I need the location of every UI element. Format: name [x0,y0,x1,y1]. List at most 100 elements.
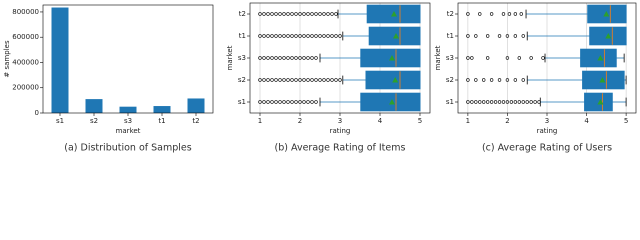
outlier [286,56,290,60]
y-axis-label: # samples [3,40,11,78]
outlier [290,34,294,38]
bar [51,7,69,114]
y-tick-label: t1 [447,32,454,40]
outlier [513,78,518,82]
outlier [258,56,262,60]
outlier [318,78,322,82]
outlier [270,34,274,38]
mean-marker [599,77,606,83]
mean-marker [392,77,399,83]
outlier [282,34,286,38]
outlier [519,12,523,16]
outlier [322,34,326,38]
y-tick-label: 600000 [12,33,39,41]
outlier [505,100,510,104]
outlier [302,100,306,104]
y-tick-label: s3 [238,54,246,62]
outlier [485,56,490,60]
outlier [258,100,262,104]
outlier [497,34,502,38]
outlier [294,34,298,38]
outlier [338,78,342,82]
outlier [517,56,522,60]
outlier [489,78,494,82]
outlier [310,100,314,104]
outlier [266,12,270,16]
outlier [262,78,266,82]
outlier [330,12,334,16]
x-tick-label: 3 [338,117,342,125]
outlier [286,100,290,104]
outlier [314,34,318,38]
x-tick-label: s1 [56,117,64,125]
outlier [274,78,278,82]
outlier [466,100,470,104]
outlier [541,56,545,60]
x-tick-label: 2 [505,117,509,125]
x-tick-label: 1 [258,117,262,125]
outlier [294,100,298,104]
x-axis-label: rating [537,127,558,135]
outlier [513,100,518,104]
outlier [466,34,470,38]
outlier [482,78,486,82]
outlier [326,12,330,16]
outlier [489,12,494,16]
y-tick-label: s1 [238,98,246,106]
outlier [466,56,470,60]
y-tick-label: t2 [239,10,246,18]
outlier [306,100,310,104]
outlier [270,78,274,82]
outlier [278,56,282,60]
outlier [306,56,310,60]
outlier [525,100,529,104]
outlier [298,56,302,60]
bar [119,106,137,113]
mean-marker [391,11,397,17]
outlier [497,100,502,104]
box [365,70,421,90]
outlier [298,34,302,38]
outlier [314,78,318,82]
outlier [258,34,262,38]
outlier [314,12,318,16]
plot-frame [457,2,637,114]
outlier [266,56,270,60]
outlier [302,56,306,60]
mean-marker [597,99,604,105]
outlier [470,100,474,104]
outlier [298,100,302,104]
x-tick-label: 2 [298,117,302,125]
x-tick-label: t2 [192,117,199,125]
y-tick-label: s2 [446,76,454,84]
outlier [485,34,490,38]
outlier [474,100,478,104]
outlier [521,78,525,82]
outlier [334,12,338,16]
y-tick-label: s1 [446,98,454,106]
y-tick-label: 400000 [12,58,39,66]
outlier [266,34,270,38]
outlier [286,12,290,16]
figure: 0 200000 400000 600000 800000 s1 s2 s3 t1 t2 marke… [3,2,637,154]
outlier [509,100,514,104]
caption: (c) Average Rating of Users [482,143,612,154]
outlier [310,56,314,60]
x-tick-label: 3 [545,117,549,125]
outlier [302,78,306,82]
outlier [314,56,318,60]
outlier [306,34,310,38]
outlier [294,56,298,60]
outlier [270,56,274,60]
mean-marker [605,33,612,39]
outlier [493,100,498,104]
bar [85,99,103,113]
outlier [262,100,266,104]
outlier [286,34,290,38]
x-axis-label: rating [330,127,351,135]
outlier [478,100,482,104]
mean-marker [389,55,395,61]
outlier [330,34,334,38]
box [584,92,613,112]
mean-marker [393,33,399,39]
